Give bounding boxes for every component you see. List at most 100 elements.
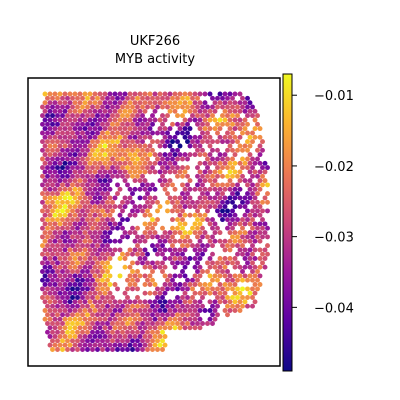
spot xyxy=(160,165,165,171)
spot xyxy=(105,269,110,274)
spot xyxy=(67,290,73,296)
spot xyxy=(167,178,173,184)
spot xyxy=(80,113,85,119)
spot xyxy=(252,238,258,244)
spot xyxy=(42,195,48,201)
spot xyxy=(252,247,258,253)
spot xyxy=(52,108,58,114)
spot xyxy=(45,208,50,214)
spot xyxy=(225,95,230,101)
spot xyxy=(60,295,65,300)
spot xyxy=(97,117,103,123)
spot xyxy=(192,290,198,296)
spot xyxy=(85,147,90,153)
spot xyxy=(175,95,180,101)
spot xyxy=(232,290,238,296)
spot xyxy=(75,130,80,136)
spot xyxy=(95,321,100,326)
spot xyxy=(132,342,138,348)
spot xyxy=(135,208,140,214)
spot xyxy=(230,173,235,179)
spot xyxy=(155,295,160,300)
spot xyxy=(207,178,213,184)
spot xyxy=(225,243,230,249)
spot xyxy=(225,269,230,274)
spot xyxy=(187,325,193,331)
spot xyxy=(172,169,178,175)
spot xyxy=(57,91,63,97)
spot xyxy=(185,303,190,309)
spot xyxy=(140,260,145,266)
spot xyxy=(170,243,175,249)
spot xyxy=(47,264,53,270)
spot xyxy=(95,165,100,171)
spot xyxy=(200,104,205,110)
spot xyxy=(87,204,93,210)
spot xyxy=(55,121,60,127)
spot xyxy=(67,160,73,166)
spot xyxy=(217,212,223,218)
spot xyxy=(202,134,208,140)
spot xyxy=(92,160,98,166)
spot xyxy=(230,208,235,214)
spot xyxy=(145,104,150,110)
spot xyxy=(235,217,240,223)
spot xyxy=(47,221,53,227)
spot xyxy=(222,204,228,210)
spot xyxy=(117,100,123,106)
spot xyxy=(247,152,253,158)
spot xyxy=(215,295,220,300)
spot xyxy=(200,139,205,145)
spot xyxy=(125,217,130,223)
spot xyxy=(262,264,268,270)
spot xyxy=(160,104,165,110)
spot xyxy=(147,143,153,149)
spot xyxy=(172,230,178,236)
spot xyxy=(85,251,90,257)
spot xyxy=(102,342,108,348)
spot xyxy=(87,290,93,296)
spot xyxy=(180,243,185,249)
spot xyxy=(120,338,125,344)
spot xyxy=(140,95,145,101)
spot xyxy=(65,217,70,223)
spot xyxy=(112,299,118,305)
spot xyxy=(137,108,143,114)
spot xyxy=(62,195,68,201)
spot xyxy=(147,230,153,236)
spot xyxy=(90,234,95,240)
spot xyxy=(200,121,205,127)
spot xyxy=(57,160,63,166)
spot xyxy=(60,121,65,127)
spot xyxy=(102,273,108,279)
spot xyxy=(252,169,258,175)
spot xyxy=(77,143,83,149)
spot xyxy=(122,334,128,339)
spot xyxy=(215,147,220,153)
spot xyxy=(120,139,125,145)
spot xyxy=(40,173,45,179)
spot xyxy=(140,347,145,352)
spot xyxy=(145,329,150,335)
spot xyxy=(175,321,180,326)
spot xyxy=(265,251,270,257)
spot xyxy=(177,169,183,175)
spot xyxy=(95,277,100,283)
spot xyxy=(107,342,113,348)
spot xyxy=(152,316,158,322)
spot xyxy=(90,312,95,318)
spot xyxy=(150,321,155,326)
spot xyxy=(212,221,218,227)
spot xyxy=(247,256,253,261)
spot xyxy=(265,199,270,205)
spot xyxy=(82,290,88,296)
spot xyxy=(262,178,268,184)
spot xyxy=(160,243,165,249)
spot xyxy=(57,178,63,184)
spot xyxy=(187,230,193,236)
spot xyxy=(105,95,110,101)
spot xyxy=(100,312,105,318)
spot xyxy=(67,316,73,322)
spot xyxy=(245,234,250,240)
spot xyxy=(65,234,70,240)
